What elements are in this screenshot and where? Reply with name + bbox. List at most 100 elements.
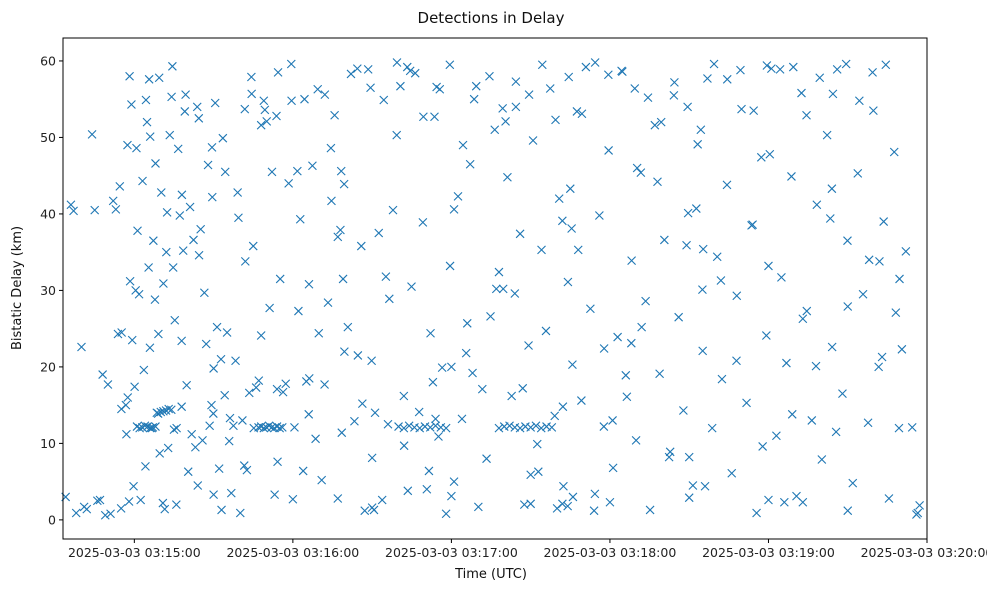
y-axis-label: Bistatic Delay (km)	[10, 226, 25, 350]
data-point	[462, 318, 472, 328]
data-point	[469, 94, 479, 104]
y-tick-label: 10	[40, 436, 56, 451]
data-point	[87, 129, 97, 139]
data-point	[158, 498, 168, 508]
data-point	[684, 452, 694, 462]
data-point	[698, 244, 708, 254]
data-point	[453, 191, 463, 201]
data-point	[381, 272, 391, 282]
data-point	[193, 481, 203, 490]
data-point	[159, 279, 168, 288]
data-point	[698, 346, 708, 356]
data-point	[366, 83, 375, 93]
data-point	[352, 64, 362, 73]
data-point	[207, 142, 217, 152]
data-point	[853, 168, 863, 178]
data-point	[377, 495, 387, 505]
data-point	[229, 421, 238, 431]
data-point	[613, 332, 622, 342]
data-point	[284, 178, 294, 188]
data-point	[536, 423, 546, 433]
data-point	[340, 347, 349, 356]
data-point	[100, 510, 110, 520]
data-point	[166, 405, 176, 415]
data-point	[494, 267, 504, 277]
data-point	[379, 95, 389, 105]
data-point	[765, 149, 775, 159]
data-point	[696, 125, 706, 135]
data-point	[688, 481, 698, 490]
data-point	[434, 432, 443, 441]
data-point	[838, 389, 847, 399]
data-point	[854, 96, 864, 106]
data-point	[524, 341, 533, 350]
data-point	[300, 94, 309, 104]
data-point	[164, 404, 174, 414]
data-point	[802, 110, 811, 120]
data-point	[106, 509, 115, 519]
data-point	[449, 477, 459, 487]
data-point	[717, 374, 727, 384]
data-point	[286, 59, 296, 69]
data-point	[775, 64, 785, 74]
data-point	[205, 421, 215, 431]
data-point	[212, 322, 222, 332]
x-tick-label: 2025-03-03 03:19:00	[702, 545, 835, 560]
data-point	[238, 416, 247, 425]
data-point	[498, 284, 508, 294]
y-tick-label: 40	[40, 206, 56, 221]
data-point	[201, 339, 211, 349]
data-point	[134, 289, 144, 299]
data-point	[142, 117, 152, 127]
data-point	[207, 192, 217, 202]
data-point	[817, 455, 827, 464]
data-point	[273, 457, 282, 467]
data-point	[320, 380, 329, 389]
data-point	[831, 427, 841, 437]
data-point	[875, 256, 884, 266]
data-point	[425, 422, 435, 432]
data-point	[691, 204, 701, 213]
data-point	[682, 240, 691, 250]
data-point	[797, 88, 806, 98]
data-point	[605, 497, 615, 507]
data-point	[748, 220, 758, 230]
data-point	[722, 180, 732, 190]
y-tick-label: 20	[40, 359, 56, 374]
chart-title: Detections in Delay	[418, 9, 565, 27]
data-point	[356, 241, 366, 251]
data-point	[370, 408, 380, 418]
data-point	[498, 103, 508, 113]
data-point	[684, 493, 694, 503]
data-point	[148, 236, 158, 246]
data-point	[294, 306, 303, 316]
data-point	[827, 184, 837, 194]
data-point	[494, 423, 504, 433]
data-point	[127, 335, 137, 345]
y-tick-label: 0	[48, 512, 56, 527]
data-point	[782, 358, 791, 368]
data-point	[505, 421, 514, 431]
data-point	[407, 282, 416, 291]
data-point	[273, 68, 283, 77]
plot-frame	[62, 37, 928, 540]
data-point	[913, 508, 923, 518]
data-point	[239, 461, 249, 470]
data-point	[441, 423, 451, 433]
data-point	[92, 496, 102, 506]
data-point	[907, 422, 917, 432]
data-point	[524, 90, 534, 99]
data-point	[568, 492, 578, 502]
data-point	[226, 488, 236, 498]
data-point	[320, 90, 330, 99]
data-point	[891, 308, 901, 317]
data-point	[843, 236, 852, 246]
data-point	[669, 90, 679, 100]
data-point	[656, 117, 666, 127]
data-point	[108, 196, 118, 206]
data-point	[323, 298, 333, 308]
data-point	[145, 423, 155, 433]
data-point	[337, 428, 347, 438]
data-point	[162, 208, 172, 217]
